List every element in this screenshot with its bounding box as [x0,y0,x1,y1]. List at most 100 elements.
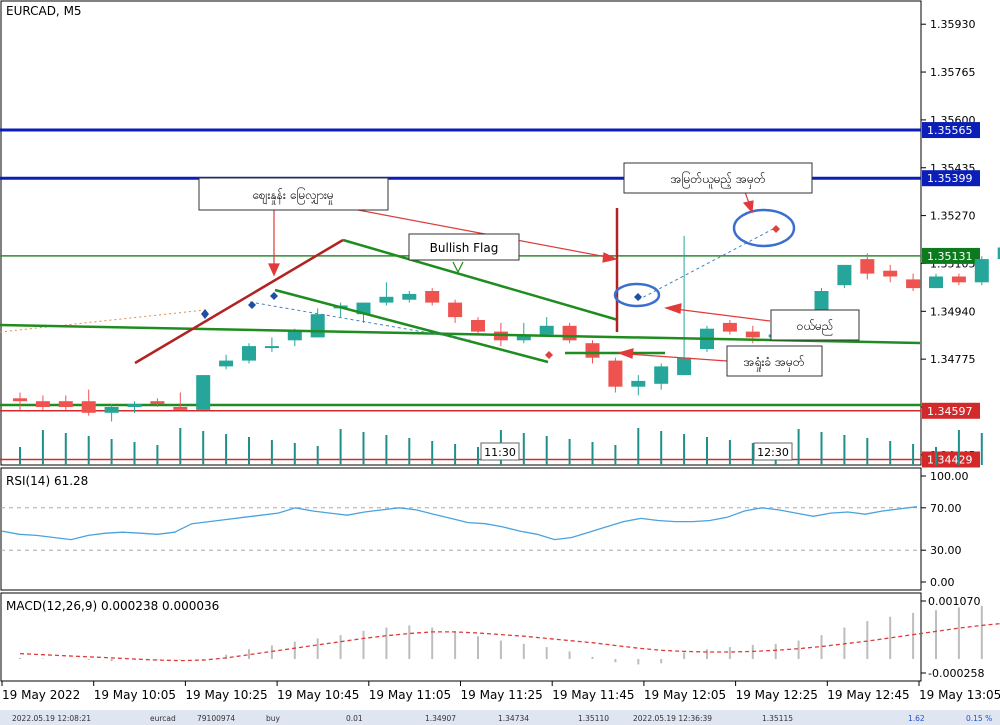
candle-body [997,247,1000,260]
candle-body [287,331,302,341]
annotation-take-profit: အမြတ်ယူမည့် အမှတ် [670,170,765,189]
annotation-box [726,345,823,377]
green-support-line [0,323,921,345]
candle-body [264,346,279,349]
time-marker-1230: 12:30 [757,446,789,459]
candle-body [310,314,325,338]
rsi-tick-label: 30.00 [930,544,962,557]
rsi-tick-label: 70.00 [930,502,962,515]
macd-tick-label: -0.000258 [928,667,984,680]
status-field: 1.35115 [762,714,793,723]
status-field: buy [266,714,281,723]
macd-tick-label: 0.001070 [928,595,981,608]
time-tick-label: 19 May 11:45 [552,688,634,702]
level-label-bg [922,247,980,264]
time-axis: 19 May 2022 19 May 10:05 19 May 10:25 19 Ma… [1,681,1000,702]
annotation-arrow [674,308,771,322]
status-field: 1.35110 [578,714,609,723]
time-marker-1130: 11:30 [484,446,516,459]
level-label: 1.34429 [927,453,973,466]
target-ellipse [732,208,796,248]
rsi-pane-border [0,467,922,591]
candle-body [677,357,692,376]
candle-body [906,279,921,289]
annotation-impulse: စျေးနှုန်း မြေလျှားမှု [252,186,334,205]
status-field: eurcad [150,714,176,723]
time-tick-label: 19 May 10:05 [94,688,176,702]
candle-body [425,291,440,303]
dashed-midline [249,301,471,341]
annotation-box [623,162,813,194]
annotation-box [198,177,389,211]
status-field: 0.01 [346,714,363,723]
flag-marker-icon [452,261,464,274]
level-label: 1.35565 [927,124,973,137]
time-tick-label: 19 May 10:45 [277,688,359,702]
status-field: 2022.05.19 12:36:39 [633,714,712,723]
time-marker-box [480,442,520,461]
candle-body [379,296,394,303]
volume-time-markers: 11:30 12:30 [480,442,793,461]
candle-body [448,302,463,318]
time-tick-label: 19 May 11:25 [461,688,543,702]
arrow-head-icon [617,348,634,359]
annotation-stop-loss: အရှုံးခံ အမှတ် [743,354,804,372]
price-tick-label: 1.35765 [930,66,976,79]
candle-body [35,401,50,407]
candle-body [951,276,966,283]
candle-body [654,366,669,384]
time-marker-box [753,442,793,461]
candle-body [104,407,119,413]
status-field: 1.34734 [498,714,529,723]
status-field: 0.15 % [966,714,992,723]
candle-body [402,293,417,300]
annotation-box [770,309,860,341]
candle-body [219,360,234,367]
level-label-bg [922,122,980,139]
status-field: 1.34907 [425,714,456,723]
level-label: 1.35399 [927,172,973,185]
sell-signal-icon [772,225,780,233]
candle-body [150,401,165,405]
annotation-box [408,233,520,261]
candle-body [883,270,898,277]
rsi-line [1,506,918,541]
symbol-label: EURCAD, M5 [6,4,82,18]
macd-pane: 0.001070 -0.000258 [19,595,1000,680]
time-tick-label: 19 May 12:25 [736,688,818,702]
annotation-boxes: စျေးနှုန်း မြေလျှားမှု Bullish Flag အမြတ… [198,162,860,377]
candle-body [837,264,852,286]
candle-body [860,259,875,274]
annotation-arrow [627,353,728,362]
level-label: 1.34597 [927,405,973,418]
sell-signal-icon [545,351,553,359]
candle-body [242,346,256,361]
price-tick-label: 1.35930 [930,18,976,31]
rsi-tick-label: 0.00 [930,576,955,589]
candle-body [608,360,623,387]
candle-body [929,276,943,289]
status-field: 79100974 [197,714,235,723]
candle-body [58,401,73,407]
status-bar-fields: 2022.05.19 12:08:21 eurcad 79100974 buy 0.01… [12,714,992,723]
candle-body [356,302,371,315]
macd-label: MACD(12,26,9) 0.000238 0.000036 [6,599,219,613]
buy-signal-icon [201,309,209,319]
annotation-bullish-flag: Bullish Flag [430,241,499,255]
entry-ellipse [613,282,661,308]
level-label-bg [922,170,980,187]
annotation-buy: ဝယ်မည် [797,318,834,336]
candle-body [516,334,531,341]
flag-lower-line [274,288,549,364]
candle-body [196,375,211,410]
time-tick-label: 19 May 13:05 [919,688,1000,702]
candle-body [722,322,737,332]
time-tick-label: 19 May 2022 [2,688,80,702]
candle-body [974,259,989,283]
candle-body [745,331,760,338]
rsi-label: RSI(14) 61.28 [6,474,88,488]
price-tick-label: 1.35270 [930,210,976,223]
status-field: 2022.05.19 12:08:21 [12,714,91,723]
